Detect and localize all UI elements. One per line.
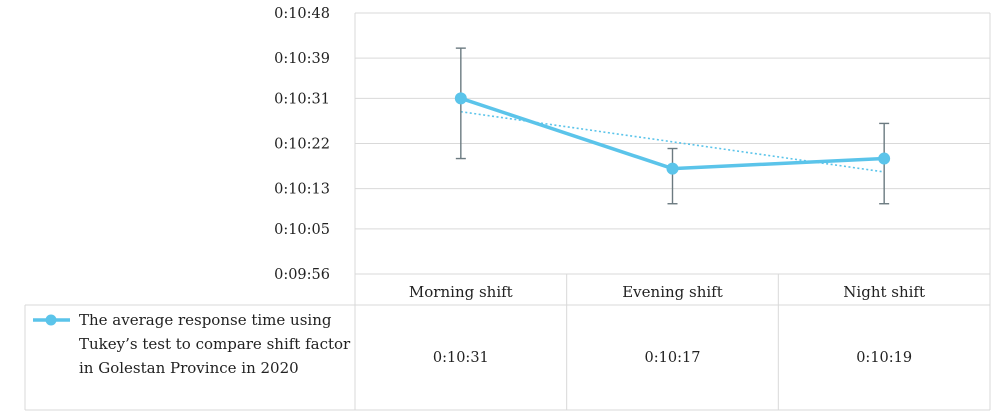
y-tick-label: 0:10:05 bbox=[274, 222, 330, 238]
y-tick-label: 0:10:13 bbox=[274, 182, 330, 198]
y-tick-label: 0:10:48 bbox=[274, 6, 330, 22]
legend-label: in Golestan Province in 2020 bbox=[79, 359, 299, 377]
data-table-value: 0:10:17 bbox=[645, 350, 701, 366]
category-label: Night shift bbox=[843, 283, 925, 301]
data-point bbox=[878, 152, 891, 165]
category-label: Evening shift bbox=[622, 283, 723, 301]
legend-marker bbox=[45, 314, 57, 326]
y-tick-label: 0:10:31 bbox=[274, 91, 330, 107]
legend-label: The average response time using bbox=[79, 311, 332, 329]
category-label: Morning shift bbox=[409, 283, 513, 301]
y-tick-label: 0:10:39 bbox=[274, 51, 330, 67]
y-tick-label: 0:10:22 bbox=[274, 137, 330, 153]
data-table-value: 0:10:19 bbox=[856, 350, 912, 366]
data-point bbox=[454, 92, 467, 105]
y-tick-label: 0:09:56 bbox=[274, 267, 330, 283]
legend-label: Tukey’s test to compare shift factor bbox=[79, 335, 351, 353]
data-table-value: 0:10:31 bbox=[433, 350, 489, 366]
data-point bbox=[666, 162, 679, 175]
